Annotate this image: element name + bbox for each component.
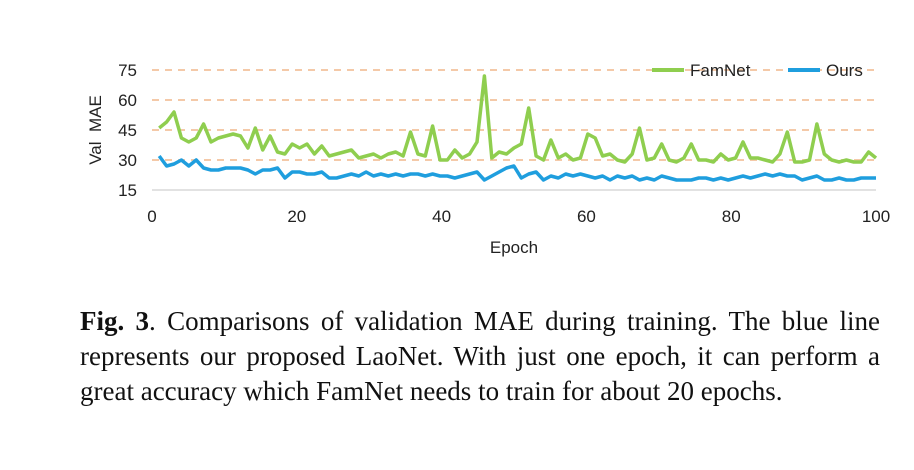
y-axis-title: Val MAE: [86, 95, 105, 165]
legend: FamNet Ours: [652, 61, 863, 80]
chart-svg: 15 30 45 60 75 0 20 40 60 80 100 FamNet Ours Epoch…: [86, 61, 890, 257]
y-tick-label: 75: [118, 61, 137, 80]
figure-caption: Fig. 3. Comparisons of validation MAE du…: [80, 304, 880, 409]
x-tick-label: 100: [862, 207, 890, 226]
y-tick-label: 45: [118, 121, 137, 140]
x-axis-ticks: 0 20 40 60 80 100: [147, 207, 890, 226]
x-tick-label: 40: [432, 207, 451, 226]
x-tick-label: 60: [577, 207, 596, 226]
y-tick-label: 60: [118, 91, 137, 110]
legend-label: Ours: [826, 61, 863, 80]
series-line-famnet: [158, 74, 878, 164]
x-tick-label: 80: [722, 207, 741, 226]
line-chart: 15 30 45 60 75 0 20 40 60 80 100 FamNet Ours Epoch…: [86, 61, 890, 257]
x-axis-title: Epoch: [490, 238, 538, 257]
y-tick-label: 30: [118, 151, 137, 170]
legend-label: FamNet: [690, 61, 751, 80]
y-axis-ticks: 15 30 45 60 75: [118, 61, 137, 200]
y-tick-label: 15: [118, 181, 137, 200]
series-line-ours: [157, 154, 876, 182]
x-tick-label: 20: [287, 207, 306, 226]
gridlines: [152, 69, 876, 161]
figure-label: Fig. 3: [80, 306, 150, 336]
x-tick-label: 0: [147, 207, 156, 226]
caption-text: . Comparisons of validation MAE during t…: [80, 306, 880, 406]
series-lines: [157, 74, 878, 182]
